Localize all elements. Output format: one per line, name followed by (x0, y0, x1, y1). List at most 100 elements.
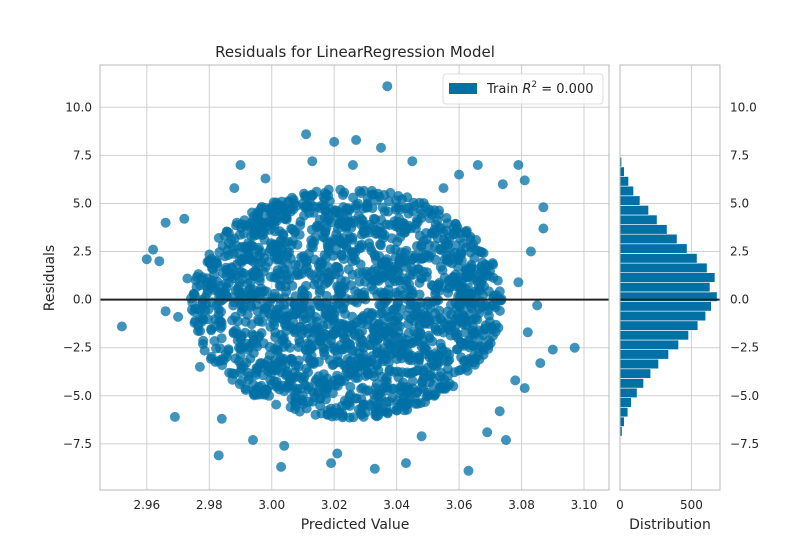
scatter-point (461, 228, 472, 239)
scatter-point (355, 407, 366, 418)
histogram-bar (619, 339, 679, 350)
histogram-y-tick-label: −5.0 (730, 389, 759, 403)
scatter-point (308, 356, 319, 367)
scatter-point (246, 301, 257, 312)
histogram-bar (619, 320, 699, 331)
scatter-point (494, 286, 505, 297)
scatter-point (402, 192, 413, 203)
scatter-point (331, 262, 342, 273)
scatter-point (198, 335, 209, 346)
scatter-point (377, 290, 388, 301)
scatter-point (477, 257, 488, 268)
scatter-point (332, 370, 343, 381)
scatter-point (369, 264, 380, 274)
scatter-point (330, 325, 341, 336)
scatter-point (226, 271, 237, 282)
scatter-point (398, 377, 409, 388)
scatter-point (427, 227, 438, 238)
scatter-point (232, 241, 242, 251)
scatter-point (296, 252, 307, 263)
scatter-point (215, 323, 226, 334)
y-tick-label: 7.5 (73, 148, 92, 162)
scatter-point (279, 386, 290, 397)
scatter-point (300, 264, 311, 275)
histogram-bar (619, 224, 668, 235)
scatter-point (272, 346, 283, 357)
scatter-point (369, 463, 380, 474)
x-tick-label: 3.04 (383, 498, 410, 512)
scatter-point (376, 142, 386, 153)
scatter-point (447, 258, 458, 269)
scatter-point (310, 409, 321, 420)
histogram-bar (619, 243, 688, 254)
histogram-bar (619, 205, 649, 216)
scatter-point (231, 259, 242, 270)
scatter-point (464, 268, 475, 279)
scatter-point (248, 211, 259, 222)
scatter-point (326, 269, 337, 280)
scatter-point (379, 206, 390, 217)
scatter-point (194, 361, 205, 372)
scatter-point (354, 348, 365, 359)
scatter-point (371, 387, 382, 398)
scatter-point (448, 381, 459, 392)
scatter-point (331, 403, 342, 414)
scatter-point (406, 338, 417, 349)
scatter-point (249, 292, 260, 303)
scatter-axes-frame (99, 64, 610, 491)
scatter-point (423, 330, 434, 341)
histogram-bar (619, 185, 634, 197)
scatter-point (204, 256, 215, 267)
y-tick-label: 0.0 (73, 293, 92, 307)
y-tick-label: 2.5 (73, 245, 92, 259)
legend-r-symbol: R (522, 82, 531, 97)
scatter-point (305, 307, 316, 318)
histogram-bar (619, 310, 706, 322)
scatter-point (252, 229, 262, 240)
scatter-point (278, 230, 289, 241)
scatter-point (432, 215, 443, 226)
scatter-point (238, 342, 249, 353)
scatter-point (318, 375, 329, 386)
scatter-point (532, 300, 543, 311)
scatter-point (455, 299, 465, 310)
y-tick-label: −7.5 (63, 437, 92, 451)
scatter-point (430, 322, 441, 333)
scatter-point (391, 204, 401, 215)
scatter-point (279, 264, 290, 275)
scatter-point (318, 331, 329, 342)
scatter-point (510, 375, 521, 386)
histogram-bar (619, 358, 659, 370)
scatter-point (311, 186, 322, 197)
histogram-bar (619, 397, 632, 408)
scatter-point (331, 235, 342, 246)
scatter-point (456, 249, 467, 260)
scatter-point (421, 271, 432, 282)
scatter-point (357, 215, 368, 226)
scatter-point (223, 250, 234, 261)
scatter-point (256, 328, 267, 338)
scatter-point (279, 304, 290, 315)
scatter-point (216, 354, 227, 365)
scatter-point (416, 431, 427, 442)
histogram-bar (619, 301, 712, 312)
scatter-point (381, 376, 392, 387)
scatter-point (436, 367, 447, 378)
scatter-point (410, 223, 421, 234)
scatter-point (362, 270, 373, 281)
scatter-point (390, 252, 401, 263)
histogram-axes: 0 500 −7.5 −5.0 −2.5 0.0 2.5 5.0 7.5 10.0 (616, 64, 759, 512)
scatter-point (259, 359, 270, 370)
scatter-point (266, 209, 277, 220)
scatter-point (402, 223, 413, 234)
scatter-point (421, 234, 432, 245)
scatter-point (280, 370, 291, 381)
scatter-point (266, 312, 277, 323)
y-tick-label: 10.0 (65, 100, 92, 114)
legend-box (442, 73, 604, 105)
scatter-point (292, 370, 303, 381)
scatter-point (409, 326, 420, 337)
x-tick-label: 3.06 (446, 498, 473, 512)
scatter-point (344, 232, 355, 243)
scatter-point (373, 226, 384, 237)
